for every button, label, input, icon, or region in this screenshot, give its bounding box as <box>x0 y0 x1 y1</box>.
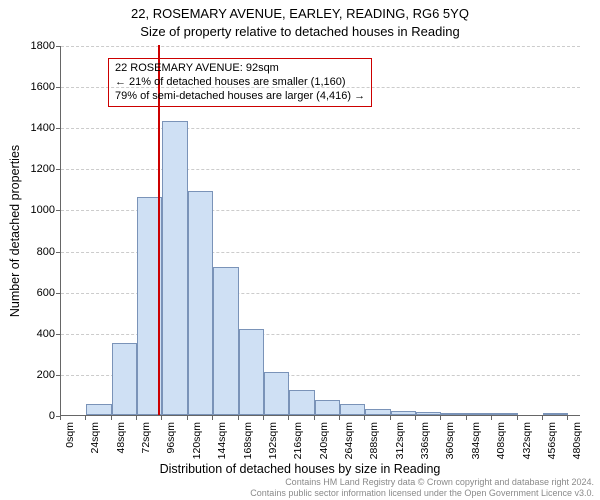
xtick-label: 24sqm <box>89 422 101 454</box>
annotation-line1: 22 ROSEMARY AVENUE: 92sqm <box>115 62 365 76</box>
histogram-bar <box>467 413 492 415</box>
xtick-label: 360sqm <box>444 422 456 459</box>
ytick-mark <box>56 210 60 211</box>
ytick-mark <box>56 169 60 170</box>
gridline <box>61 169 580 170</box>
histogram-bar <box>213 267 238 415</box>
histogram-bar <box>340 404 365 415</box>
ytick-mark <box>56 87 60 88</box>
ytick-label: 1200 <box>15 163 55 175</box>
ytick-label: 0 <box>15 410 55 422</box>
x-axis-label: Distribution of detached houses by size … <box>0 462 600 476</box>
xtick-label: 96sqm <box>165 422 177 454</box>
ytick-label: 1800 <box>15 40 55 52</box>
histogram-bar <box>543 413 568 415</box>
gridline <box>61 128 580 129</box>
histogram-bar <box>365 409 390 415</box>
histogram-bar <box>441 413 466 415</box>
xtick-mark <box>466 416 467 420</box>
ytick-label: 200 <box>15 369 55 381</box>
chart-title-line2: Size of property relative to detached ho… <box>0 24 600 39</box>
ytick-label: 1400 <box>15 122 55 134</box>
footer: Contains HM Land Registry data © Crown c… <box>250 477 594 498</box>
xtick-mark <box>136 416 137 420</box>
xtick-label: 0sqm <box>64 422 76 448</box>
xtick-label: 144sqm <box>216 422 228 459</box>
xtick-mark <box>440 416 441 420</box>
xtick-mark <box>314 416 315 420</box>
xtick-mark <box>567 416 568 420</box>
xtick-mark <box>161 416 162 420</box>
xtick-mark <box>60 416 61 420</box>
xtick-mark <box>339 416 340 420</box>
gridline <box>61 46 580 47</box>
annotation-box: 22 ROSEMARY AVENUE: 92sqm ← 21% of detac… <box>108 58 372 107</box>
xtick-mark <box>364 416 365 420</box>
ytick-mark <box>56 375 60 376</box>
xtick-mark <box>542 416 543 420</box>
footer-line2: Contains public sector information licen… <box>250 488 594 498</box>
annotation-line2: ← 21% of detached houses are smaller (1,… <box>115 76 365 90</box>
xtick-label: 240sqm <box>318 422 330 459</box>
xtick-mark <box>491 416 492 420</box>
xtick-label: 120sqm <box>191 422 203 459</box>
xtick-label: 480sqm <box>571 422 583 459</box>
xtick-label: 432sqm <box>521 422 533 459</box>
histogram-bar <box>264 372 289 415</box>
ytick-mark <box>56 334 60 335</box>
histogram-bar <box>188 191 213 415</box>
chart-title-line1: 22, ROSEMARY AVENUE, EARLEY, READING, RG… <box>0 6 600 21</box>
histogram-bar <box>289 390 314 415</box>
xtick-mark <box>212 416 213 420</box>
xtick-label: 48sqm <box>115 422 127 454</box>
xtick-label: 384sqm <box>470 422 482 459</box>
xtick-label: 216sqm <box>292 422 304 459</box>
xtick-mark <box>187 416 188 420</box>
histogram-bar <box>492 413 517 415</box>
xtick-label: 408sqm <box>495 422 507 459</box>
xtick-label: 168sqm <box>242 422 254 459</box>
xtick-label: 72sqm <box>140 422 152 454</box>
xtick-label: 192sqm <box>267 422 279 459</box>
xtick-mark <box>415 416 416 420</box>
xtick-label: 456sqm <box>546 422 558 459</box>
ytick-label: 600 <box>15 287 55 299</box>
xtick-label: 264sqm <box>343 422 355 459</box>
xtick-mark <box>85 416 86 420</box>
ytick-mark <box>56 128 60 129</box>
ytick-label: 400 <box>15 328 55 340</box>
xtick-label: 288sqm <box>368 422 380 459</box>
histogram-bar <box>162 121 187 415</box>
histogram-bar <box>391 411 416 415</box>
xtick-mark <box>288 416 289 420</box>
ytick-mark <box>56 46 60 47</box>
histogram-bar <box>416 412 441 415</box>
ytick-label: 1600 <box>15 81 55 93</box>
xtick-mark <box>263 416 264 420</box>
xtick-mark <box>390 416 391 420</box>
ytick-label: 800 <box>15 246 55 258</box>
xtick-mark <box>111 416 112 420</box>
histogram-bar <box>86 404 111 415</box>
ytick-mark <box>56 252 60 253</box>
ytick-mark <box>56 293 60 294</box>
xtick-mark <box>517 416 518 420</box>
histogram-bar <box>315 400 340 415</box>
xtick-label: 336sqm <box>419 422 431 459</box>
xtick-label: 312sqm <box>394 422 406 459</box>
footer-line1: Contains HM Land Registry data © Crown c… <box>250 477 594 487</box>
histogram-bar <box>239 329 264 415</box>
histogram-bar <box>112 343 137 415</box>
xtick-mark <box>238 416 239 420</box>
annotation-line3: 79% of semi-detached houses are larger (… <box>115 90 365 104</box>
ytick-label: 1000 <box>15 204 55 216</box>
